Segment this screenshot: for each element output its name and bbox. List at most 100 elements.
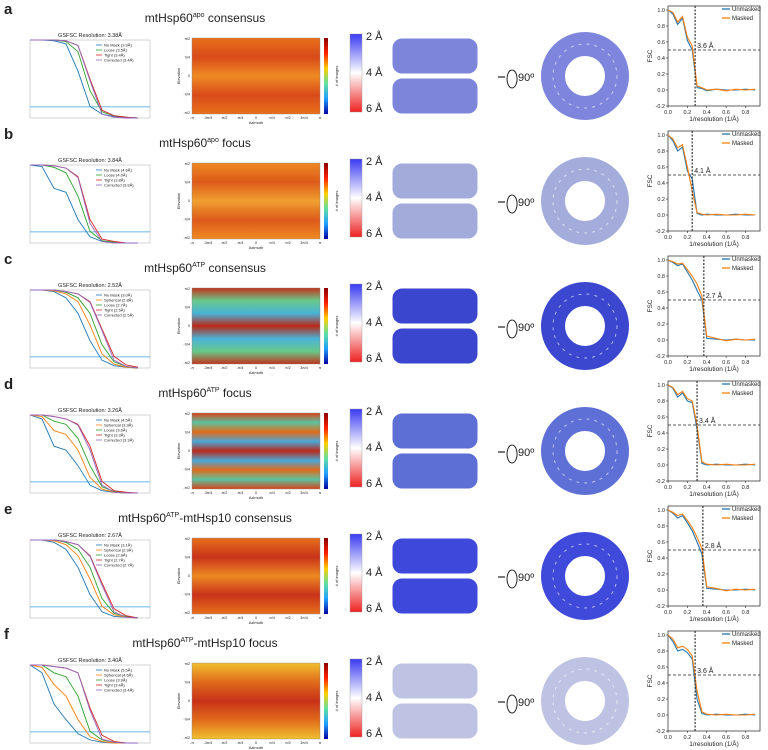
heatmap-colorbar-label: # of images	[334, 691, 339, 712]
legend-label: Corrected (2.5Å)	[104, 313, 134, 318]
legend-label: Corrected (2.7Å)	[104, 563, 134, 568]
gsfsc-title: GSFSC Resolution: 3.38Å	[58, 32, 122, 39]
legend-label: Corrected (3.4Å)	[104, 58, 134, 63]
legend-label: Tight (2.5Å)	[104, 308, 125, 313]
resolution-value: 4.1 Å	[694, 166, 711, 175]
y-axis-label: FSC	[647, 424, 654, 437]
title-rest: -mtHsp10 focus	[194, 636, 278, 650]
top-view-texture	[552, 43, 618, 109]
title-rest: focus	[219, 136, 251, 150]
heatmap-colorbar	[324, 163, 328, 239]
resolution-colorbar	[349, 283, 363, 363]
top-view-texture	[552, 543, 618, 609]
heatmap-x-tick: -π/4	[237, 241, 244, 245]
title-sup: ATP	[192, 262, 205, 269]
y-axis-label: FSC	[647, 174, 654, 187]
heatmap-x-tick: -3π/4	[204, 241, 213, 245]
heatmap-x-label: Azimuth	[249, 495, 263, 500]
title-main: mtHsp60	[145, 11, 193, 25]
y-axis-label: FSC	[647, 299, 654, 312]
heatmap-x-tick: -π/2	[221, 741, 228, 745]
resolution-label: 2 Å	[366, 155, 383, 168]
y-tick-label: 0.6	[657, 540, 665, 546]
gsfsc-curve	[30, 289, 139, 369]
resolution-label: 2 Å	[366, 30, 383, 43]
legend-label: Unmasked	[732, 507, 761, 513]
side-view-lower	[391, 327, 479, 365]
heatmap-x-tick: π/2	[285, 116, 290, 120]
y-tick-label: 0.8	[657, 399, 665, 405]
y-tick-label: 0.4	[657, 681, 665, 687]
rotation-label: 90º	[518, 322, 534, 334]
legend-label: No Mask (3.9Å)	[104, 43, 132, 48]
heatmap-x-tick: 3π/4	[300, 241, 307, 245]
heatmap-x-tick: -π	[190, 116, 194, 120]
resolution-colorbar	[349, 408, 363, 488]
heatmap-y-tick: -π/2	[183, 236, 190, 240]
heatmap-x-tick: π	[319, 241, 322, 245]
x-axis-label: 1/resolution (1/Å)	[689, 739, 739, 748]
heatmap-x-tick: -3π/4	[204, 491, 213, 495]
x-tick-label: 0.8	[742, 235, 750, 241]
heatmap-x-tick: π/4	[269, 741, 274, 745]
y-tick-label: 1.0	[657, 383, 665, 389]
gsfsc-frame	[29, 164, 151, 244]
top-view-texture	[552, 168, 618, 234]
resolution-label: 6 Å	[366, 352, 383, 365]
gsfsc-title: GSFSC Resolution: 2.67Å	[58, 532, 122, 539]
heatmap-colorbar-label: # of images	[334, 566, 339, 587]
title-main: mtHsp60	[132, 636, 180, 650]
legend-label: No Mask (4.5Å)	[104, 418, 132, 423]
heatmap-y-tick: 0	[188, 449, 190, 453]
y-tick-label: -0.2	[656, 354, 665, 360]
x-tick-label: 0.2	[684, 235, 692, 241]
x-tick-label: 0.6	[722, 110, 730, 116]
heatmap-y-tick: -π/4	[183, 718, 190, 722]
heatmap-x-tick: π/2	[285, 741, 290, 745]
fsc-curve	[667, 384, 756, 466]
heatmap-y-label: Elevation	[176, 443, 181, 459]
resolution-value: 3.6 Å	[697, 41, 714, 50]
heatmap-x-tick: 3π/4	[300, 491, 307, 495]
heatmap-colorbar-label: # of images	[334, 191, 339, 212]
y-tick-label: 0.0	[657, 338, 665, 344]
heatmap-y-tick: -π/4	[183, 218, 190, 222]
legend-label: Masked	[732, 266, 753, 272]
viewing-heatmap	[191, 412, 321, 490]
resolution-value: 2.8 Å	[705, 541, 722, 550]
heatmap-y-tick: -π/2	[183, 486, 190, 490]
panel-title: mtHsp60ATP focus	[158, 386, 251, 400]
heatmap-x-tick: 3π/4	[300, 116, 307, 120]
fsc-curve	[667, 634, 756, 716]
gsfsc-frame	[29, 539, 151, 619]
heatmap-y-label: Elevation	[176, 693, 181, 709]
rotation-icon	[506, 569, 518, 589]
y-tick-label: 0.6	[657, 165, 665, 171]
resolution-label: 6 Å	[366, 477, 383, 490]
viewing-heatmap	[191, 537, 321, 615]
side-view-upper	[391, 412, 479, 450]
rotation-label: 90º	[518, 72, 534, 84]
resolution-label: 2 Å	[366, 655, 383, 668]
heatmap-x-tick: -π	[190, 741, 194, 745]
title-main: mtHsp60	[118, 511, 166, 525]
title-main: mtHsp60	[158, 386, 206, 400]
rotation-icon	[506, 694, 518, 714]
heatmap-x-tick: π	[319, 491, 322, 495]
resolution-label: 6 Å	[366, 227, 383, 240]
heatmap-x-tick: 0	[255, 491, 257, 495]
side-view-upper	[391, 662, 479, 700]
panel-letter: a	[4, 1, 13, 18]
y-tick-label: 0.4	[657, 181, 665, 187]
top-view-texture	[552, 668, 618, 734]
heatmap-x-tick: -π/2	[221, 616, 228, 620]
side-view-lower	[391, 77, 479, 115]
viewing-heatmap	[191, 287, 321, 365]
x-tick-label: 0.8	[742, 610, 750, 616]
heatmap-x-tick: 0	[255, 616, 257, 620]
heatmap-x-tick: -π/4	[237, 741, 244, 745]
legend-label: Unmasked	[732, 632, 761, 638]
y-axis-label: FSC	[647, 674, 654, 687]
fsc-curve	[667, 259, 756, 342]
legend-label: Spherical (2.9Å)	[104, 548, 133, 553]
